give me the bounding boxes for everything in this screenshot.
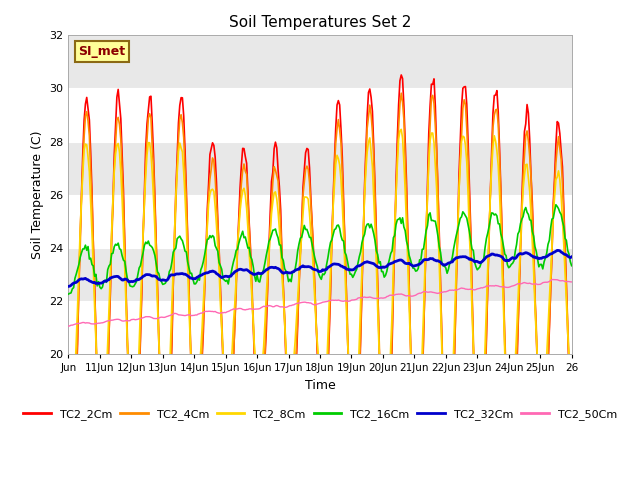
- Bar: [68, 195, 572, 248]
- Bar: [68, 301, 572, 354]
- Bar: [68, 88, 572, 142]
- Legend: TC2_2Cm, TC2_4Cm, TC2_8Cm, TC2_16Cm, TC2_32Cm, TC2_50Cm: TC2_2Cm, TC2_4Cm, TC2_8Cm, TC2_16Cm, TC2…: [19, 405, 621, 424]
- Text: SI_met: SI_met: [79, 45, 125, 58]
- Title: Soil Temperatures Set 2: Soil Temperatures Set 2: [229, 15, 411, 30]
- X-axis label: Time: Time: [305, 379, 335, 392]
- Y-axis label: Soil Temperature (C): Soil Temperature (C): [31, 131, 44, 259]
